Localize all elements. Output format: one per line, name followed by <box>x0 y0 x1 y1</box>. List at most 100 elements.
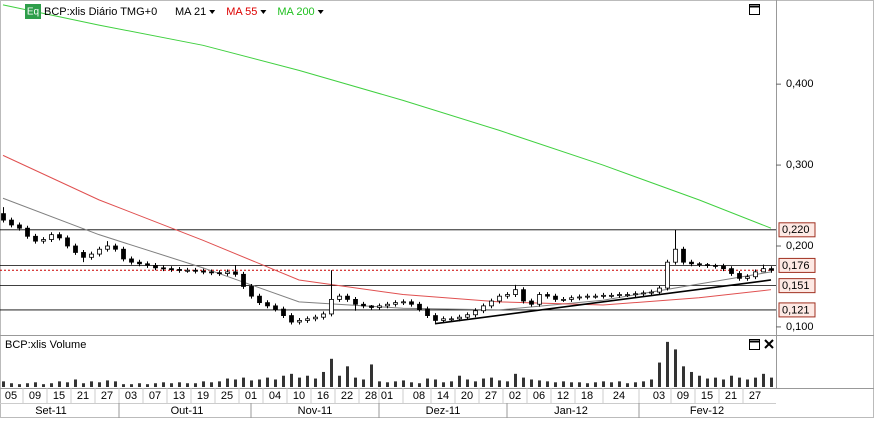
candle-body <box>697 263 702 266</box>
x-tick-label: 27 <box>101 390 113 402</box>
volume-bar <box>26 383 29 387</box>
candle-body <box>385 303 390 307</box>
volume-bar <box>218 381 221 387</box>
x-tick-label: 01 <box>381 390 393 402</box>
volume-bar <box>50 383 53 387</box>
candle-body <box>681 248 686 263</box>
volume-bar <box>674 349 677 387</box>
volume-bar <box>410 382 413 387</box>
badge <box>25 4 41 19</box>
volume-bar <box>554 382 557 387</box>
candle-body <box>305 318 310 321</box>
candle-body <box>329 298 334 315</box>
volume-bar <box>722 379 725 387</box>
volume-bar <box>418 383 421 387</box>
candle-body <box>553 295 558 300</box>
candle-body <box>289 315 294 323</box>
volume-bar <box>250 380 253 387</box>
volume-bar <box>618 381 621 387</box>
candle-body <box>441 318 446 321</box>
maximize-icon[interactable] <box>749 339 760 350</box>
y-tick-label: 0,200 <box>786 240 814 252</box>
candle-body <box>273 305 278 310</box>
level-label: 0,220 <box>782 224 810 236</box>
x-tick-label: 03 <box>653 390 665 402</box>
volume-bar <box>170 383 173 387</box>
volume-bar <box>738 377 741 387</box>
legend-entry: MA 55 <box>226 6 257 18</box>
candle-body <box>713 265 718 267</box>
volume-bar <box>570 382 573 387</box>
close-icon[interactable] <box>764 339 774 349</box>
candle-body <box>153 265 158 269</box>
candle-body <box>185 269 190 272</box>
volume-bar <box>74 379 77 387</box>
candle-body <box>129 258 134 263</box>
level-label: 0,121 <box>782 304 810 316</box>
volume-bar <box>298 377 301 387</box>
candle-body <box>73 245 78 253</box>
volume-bar <box>490 377 493 387</box>
candle-body <box>561 298 566 301</box>
candle-body <box>105 245 110 250</box>
x-tick-label: 15 <box>701 390 713 402</box>
volume-bar <box>394 381 397 387</box>
volume-bar <box>162 382 165 387</box>
volume-bar <box>42 384 45 387</box>
x-tick-label: 22 <box>341 390 353 402</box>
level-label-box <box>778 222 816 238</box>
volume-bar <box>642 381 645 387</box>
volume-bar <box>546 381 549 387</box>
x-tick-label: 03 <box>125 390 137 402</box>
volume-bar <box>402 380 405 387</box>
volume-bar <box>154 383 157 387</box>
candle-body <box>41 239 46 242</box>
x-tick-label: 01 <box>245 390 257 402</box>
volume-bar <box>482 378 485 387</box>
volume-bar <box>114 381 117 387</box>
volume-bar <box>186 383 189 387</box>
x-tick-label: 09 <box>677 390 689 402</box>
candle-body <box>233 271 238 275</box>
y-tick-label: 0,100 <box>786 321 814 333</box>
volume-bar <box>562 381 565 387</box>
legend-entry: MA 200 <box>277 6 314 18</box>
chart-title: BCP:xlis Diário TMG+0 <box>44 6 157 18</box>
volume-bar <box>314 378 317 387</box>
candle-body <box>401 301 406 304</box>
ma-line <box>2 154 772 306</box>
volume-bar <box>762 373 765 387</box>
legend-arrow <box>317 10 324 14</box>
volume-bar <box>146 384 149 387</box>
x-tick-label: 04 <box>269 390 281 402</box>
volume-bar <box>106 380 109 387</box>
candle-body <box>33 235 38 242</box>
y-tick-label: 0,400 <box>786 78 814 90</box>
maximize-icon[interactable] <box>749 4 760 15</box>
candle-body <box>537 294 542 305</box>
volume-bar <box>690 371 693 387</box>
badge-text: Eq <box>27 7 39 18</box>
candle-body <box>25 227 30 237</box>
volume-bar <box>346 366 349 387</box>
volume-bar <box>18 384 21 387</box>
ma-line <box>2 4 772 229</box>
candle-body <box>745 276 750 279</box>
volume-bar <box>138 383 141 387</box>
volume-bar <box>434 379 437 387</box>
candle-body <box>593 295 598 298</box>
candle-body <box>609 294 614 297</box>
x-tick-label: 27 <box>749 390 761 402</box>
volume-bar <box>538 380 541 387</box>
volume-bar <box>626 383 629 387</box>
volume-bar <box>530 379 533 387</box>
x-tick-label: 24 <box>613 390 625 402</box>
legend-arrow <box>209 10 216 14</box>
volume-bar <box>362 379 365 387</box>
candle-body <box>57 234 62 239</box>
volume-bar <box>698 375 701 387</box>
candle-body <box>281 308 286 316</box>
candle-body <box>761 268 766 273</box>
candle-body <box>353 298 358 305</box>
